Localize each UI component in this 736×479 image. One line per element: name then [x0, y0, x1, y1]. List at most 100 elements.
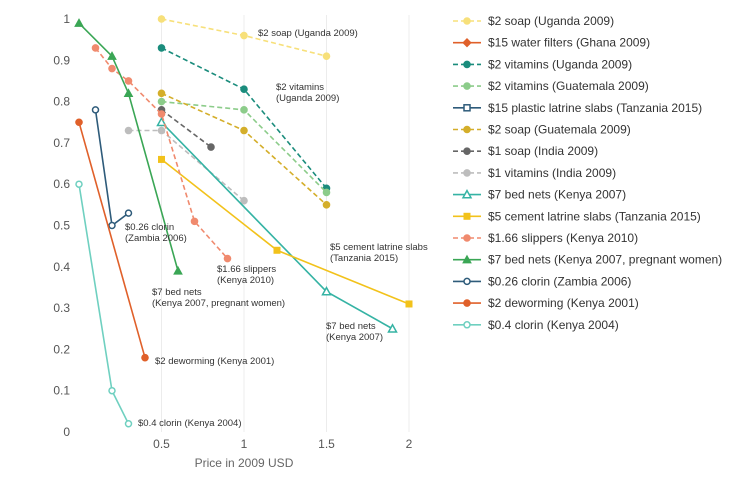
y-tick-label: 1: [63, 12, 70, 26]
x-axis-title: Price in 2009 USD: [195, 456, 294, 470]
legend: $2 soap (Uganda 2009) $15 water filters (…: [453, 14, 722, 332]
y-tick-label: 0.4: [53, 260, 70, 274]
data-point: [75, 118, 83, 127]
grid-lines: [161, 15, 410, 432]
annotation-label: $5 cement latrine slabs: [330, 242, 428, 253]
legend-item: $15 water filters (Ghana 2009): [453, 36, 650, 50]
data-point: [91, 106, 100, 114]
legend-marker: [463, 321, 471, 329]
data-point: [322, 52, 331, 60]
y-axis-ticks: 0 0.1 0.2 0.3 0.4 0.5 0.6 0.7 0.8 0.9 1: [53, 12, 70, 439]
annotation-label: $2 deworming (Kenya 2001): [155, 356, 274, 367]
legend-marker: [463, 104, 471, 112]
data-point: [240, 126, 248, 135]
x-axis-ticks: 0.5 1 1.5 2: [153, 437, 413, 451]
x-tick-label: 1: [241, 437, 248, 451]
data-point: [240, 85, 248, 94]
annotation-label: (Uganda 2009): [276, 93, 339, 104]
legend-marker: [463, 169, 471, 177]
legend-item: $2 soap (Uganda 2009): [453, 14, 614, 28]
data-point: [240, 106, 248, 114]
data-point: [124, 419, 133, 428]
y-tick-label: 0.5: [53, 219, 70, 233]
series-line: [94, 109, 129, 227]
annotation-label: (Kenya 2007, pregnant women): [152, 298, 285, 309]
data-point: [156, 116, 167, 127]
legend-label: $2 soap (Guatemala 2009): [488, 123, 631, 137]
legend-marker: [463, 82, 471, 90]
annotation-label: $0.4 clorin (Kenya 2004): [138, 418, 242, 429]
data-point: [322, 188, 331, 197]
legend-item: $15 plastic latrine slabs (Tanzania 2015…: [453, 101, 702, 115]
legend-marker: [463, 125, 471, 134]
data-point: [322, 201, 331, 209]
data-point: [157, 97, 166, 106]
series-line: [78, 22, 179, 272]
data-point: [124, 126, 133, 135]
series-11: [74, 18, 183, 275]
legend-item: $7 bed nets (Kenya 2007, pregnant women): [453, 253, 722, 267]
legend-item: $0.26 clorin (Zambia 2006): [453, 274, 631, 288]
series-9: [158, 155, 413, 308]
legend-label: $2 deworming (Kenya 2001): [488, 296, 639, 310]
data-point: [124, 77, 133, 85]
data-point: [141, 353, 149, 362]
annotation-label: (Kenya 2010): [217, 275, 274, 286]
legend-label: $0.26 clorin (Zambia 2006): [488, 274, 631, 288]
series-3: [157, 97, 331, 197]
annotation-label: $1.66 slippers: [217, 264, 276, 275]
legend-item: $2 vitamins (Guatemala 2009): [453, 79, 649, 93]
legend-item: $7 bed nets (Kenya 2007): [453, 188, 626, 202]
legend-item: $2 vitamins (Uganda 2009): [453, 57, 632, 71]
y-tick-label: 0.7: [53, 136, 70, 150]
annotation-label: $2 soap (Uganda 2009): [258, 28, 358, 39]
legend-marker: [462, 254, 472, 264]
data-point: [207, 143, 215, 151]
data-point: [108, 386, 116, 395]
legend-marker: [463, 277, 471, 286]
y-tick-label: 0.2: [53, 342, 70, 356]
x-tick-label: 1.5: [318, 437, 335, 451]
series-10: [91, 44, 232, 263]
data-point: [157, 44, 166, 52]
legend-item: $1 vitamins (India 2009): [453, 166, 616, 180]
annotation-label: $7 bed nets: [152, 287, 202, 298]
data-point: [223, 254, 232, 263]
legend-marker: [462, 37, 472, 48]
y-tick-label: 0: [63, 425, 70, 439]
legend-marker: [461, 189, 473, 199]
annotation-label: (Tanzania 2015): [330, 253, 398, 264]
series-0: [157, 15, 331, 60]
series-line: [161, 109, 212, 148]
data-point: [123, 88, 134, 98]
legend-item: $1 soap (India 2009): [453, 144, 598, 158]
legend-label: $1.66 slippers (Kenya 2010): [488, 231, 638, 245]
series-13: [75, 118, 149, 362]
data-point: [405, 300, 413, 308]
y-tick-label: 0.8: [53, 95, 70, 109]
annotations: $2 soap (Uganda 2009) $2 vitamins(Uganda …: [125, 28, 428, 429]
data-point: [240, 31, 248, 40]
legend-label: $2 vitamins (Uganda 2009): [488, 57, 632, 71]
legend-marker: [463, 234, 471, 242]
legend-item: $1.66 slippers (Kenya 2010): [453, 231, 638, 245]
data-point: [74, 18, 84, 27]
data-point: [124, 209, 133, 217]
data-point: [157, 126, 166, 135]
y-tick-label: 0.6: [53, 177, 70, 191]
y-tick-label: 0.9: [53, 53, 70, 67]
legend-label: $2 soap (Uganda 2009): [488, 14, 614, 28]
data-point: [240, 196, 248, 205]
data-point: [108, 64, 116, 73]
legend-item: $2 deworming (Kenya 2001): [453, 296, 639, 310]
legend-marker: [463, 147, 471, 155]
legend-marker: [463, 60, 471, 69]
legend-item: $2 soap (Guatemala 2009): [453, 123, 631, 137]
annotation-label: (Kenya 2007): [326, 332, 383, 343]
legend-label: $1 vitamins (India 2009): [488, 166, 616, 180]
series-line: [78, 184, 130, 425]
data-point: [157, 15, 166, 23]
data-point: [158, 155, 165, 163]
data-point: [75, 180, 83, 188]
